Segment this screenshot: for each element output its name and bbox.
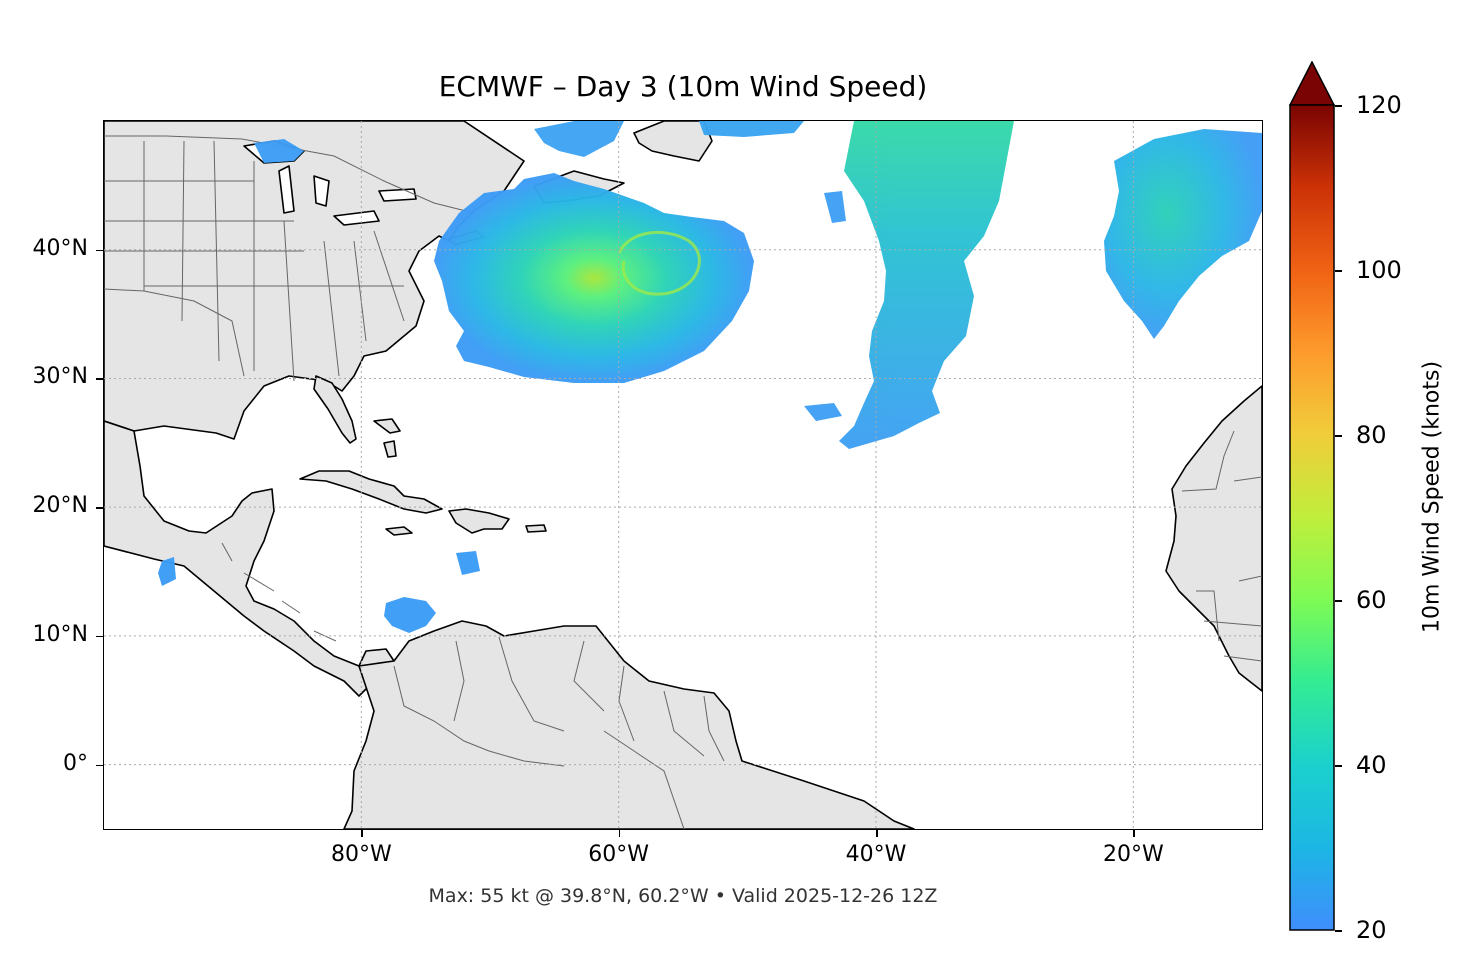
map-title: ECMWF – Day 3 (10m Wind Speed) <box>438 70 928 103</box>
great-lakes-field <box>254 139 304 163</box>
colorbar-extend-arrow <box>1289 61 1335 106</box>
lat-tick-mark <box>96 764 103 767</box>
africa-borders <box>1181 430 1262 662</box>
jamaica-island <box>385 526 413 536</box>
wind-speed-field <box>158 121 1262 633</box>
us-mexico-border <box>104 288 245 377</box>
colorbar-tick-label: 60 <box>1356 586 1387 614</box>
lon-tick-label: 80°W <box>330 842 392 867</box>
puerto-rico-island <box>525 524 547 533</box>
lon-tick-mark <box>618 830 621 837</box>
lon-tick-mark <box>876 830 878 837</box>
colorbar-tick-label: 80 <box>1356 421 1387 449</box>
northeast-canada-field <box>534 121 624 157</box>
cyclone-wind-field <box>434 173 754 383</box>
borders-layer <box>104 135 1262 829</box>
lat-tick-label: 20°N <box>32 493 88 519</box>
hispaniola-island <box>448 508 510 534</box>
lat-tick-mark <box>96 378 103 380</box>
lat-tick-label: 40°N <box>32 235 88 261</box>
lat-tick-label: 10°N <box>32 621 88 647</box>
cuba-island <box>299 470 443 514</box>
mexico-central-america <box>104 420 395 697</box>
colorbar-axis-label: 10m Wind Speed (knots) <box>1419 360 1445 634</box>
lon-tick-label: 40°W <box>845 842 907 867</box>
cyclone-eye-spiral <box>617 230 701 296</box>
pacific-wind-patch <box>158 557 176 586</box>
central-atlantic-fragments <box>804 191 846 421</box>
south-america-landmass <box>343 620 915 829</box>
colorbar-tick-mark <box>1335 435 1342 437</box>
map-canvas <box>104 121 1262 829</box>
lat-tick-mark <box>96 507 103 509</box>
colorbar-tick-mark <box>1335 600 1342 602</box>
us-canada-border <box>104 135 475 214</box>
colorbar-tick-mark <box>1335 930 1342 932</box>
lesser-antilles-patch <box>456 551 480 575</box>
africa-landmass <box>1165 385 1262 692</box>
colorbar-gradient <box>1289 104 1335 931</box>
colorbar-tick-label: 20 <box>1356 916 1387 944</box>
northeast-canada-top-field <box>699 121 804 137</box>
central-america-borders <box>221 542 337 642</box>
colorbar-tick-label: 40 <box>1356 751 1387 779</box>
newfoundland <box>633 121 713 162</box>
lon-tick-label: 60°W <box>588 842 650 867</box>
colorbar-tick-mark <box>1335 270 1342 272</box>
lat-tick-label: 0° <box>63 750 88 776</box>
bahamas-islands <box>373 418 401 458</box>
lon-tick-mark <box>361 830 363 837</box>
colorbar-tick-mark <box>1335 105 1342 107</box>
lat-tick-mark <box>96 249 103 252</box>
lon-tick-mark <box>1133 830 1135 837</box>
map-panel[interactable] <box>104 121 1262 829</box>
colorbar <box>1289 61 1335 931</box>
eastern-atlantic-field <box>1104 129 1262 339</box>
max-wind-footer: Max: 55 kt @ 39.8°N, 60.2°W • Valid 2025… <box>428 885 938 907</box>
gridlines <box>104 121 1262 829</box>
central-atlantic-band <box>839 121 1014 449</box>
florida-peninsula <box>313 375 357 444</box>
lat-tick-mark <box>96 635 103 638</box>
lat-tick-label: 30°N <box>32 364 88 390</box>
lon-tick-label: 20°W <box>1102 842 1164 867</box>
colorbar-tick-mark <box>1335 765 1342 767</box>
colorbar-tick-label: 120 <box>1356 91 1402 119</box>
us-state-borders <box>104 140 405 382</box>
caribbean-wind-patch <box>384 597 436 633</box>
colorbar-tick-label: 100 <box>1356 256 1402 284</box>
